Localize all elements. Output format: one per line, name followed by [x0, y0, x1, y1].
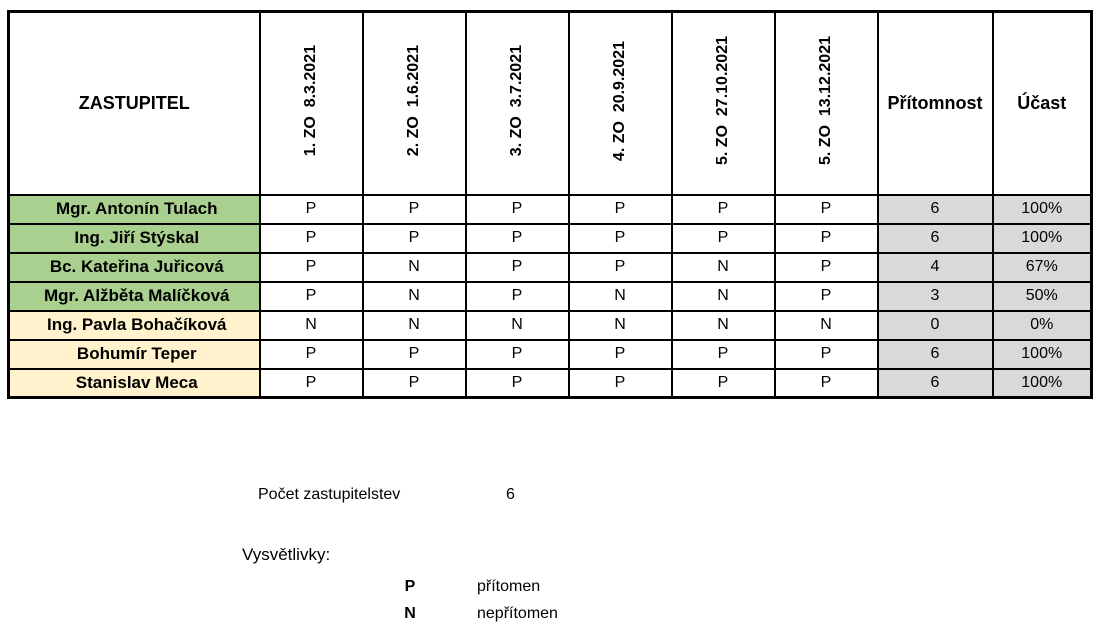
column-header-meeting-5: 5. ZO 27.10.2021 [670, 10, 776, 196]
presence-count: 6 [876, 193, 994, 225]
rotated-meeting-label: 5. ZO 13.12.2021 [817, 36, 835, 166]
table-row: Bohumír Teper P P P P P P 6 100% [7, 338, 1093, 370]
attendance-mark: P [567, 222, 673, 254]
table-row: Mgr. Antonín Tulach P P P P P P 6 100% [7, 193, 1093, 225]
attendance-mark: P [464, 367, 570, 399]
table-row: Mgr. Alžběta Malíčková P N P N N P 3 50% [7, 280, 1093, 312]
attendance-mark: P [670, 222, 776, 254]
attendance-mark: P [773, 338, 879, 370]
rotated-meeting-label: 1. ZO 8.3.2021 [302, 45, 320, 157]
attendance-mark: P [361, 338, 467, 370]
attendance-mark: P [464, 280, 570, 312]
attendance-mark: P [464, 222, 570, 254]
column-header-ucast: Účast [991, 10, 1093, 196]
attendance-mark: P [773, 251, 879, 283]
attendance-mark: P [361, 222, 467, 254]
attendance-mark: P [670, 367, 776, 399]
attendance-percent: 100% [991, 193, 1093, 225]
legend-label-absent: nepřítomen [477, 605, 558, 622]
attendance-mark: N [258, 309, 364, 341]
attendance-mark: P [258, 367, 364, 399]
attendance-mark: N [567, 280, 673, 312]
attendance-mark: P [567, 338, 673, 370]
presence-count: 6 [876, 222, 994, 254]
attendance-mark: P [670, 338, 776, 370]
attendance-mark: N [361, 309, 467, 341]
attendance-mark: P [361, 193, 467, 225]
attendance-mark: N [361, 280, 467, 312]
presence-count: 3 [876, 280, 994, 312]
member-name: Stanislav Meca [7, 367, 261, 399]
member-name: Bohumír Teper [7, 338, 261, 370]
attendance-mark: P [361, 367, 467, 399]
attendance-mark: P [773, 193, 879, 225]
column-header-meeting-3: 3. ZO 3.7.2021 [464, 10, 570, 196]
attendance-mark: N [773, 309, 879, 341]
presence-count: 4 [876, 251, 994, 283]
attendance-percent: 0% [991, 309, 1093, 341]
attendance-mark: P [258, 338, 364, 370]
column-header-meeting-6: 5. ZO 13.12.2021 [773, 10, 879, 196]
table-row: Stanislav Meca P P P P P P 6 100% [7, 367, 1093, 399]
rotated-meeting-label: 2. ZO 1.6.2021 [405, 45, 423, 157]
table-row: Ing. Pavla Bohačíková N N N N N N 0 0% [7, 309, 1093, 341]
legend-label-present: přítomen [477, 578, 541, 595]
presence-count: 6 [876, 367, 994, 399]
column-header-zastupitel: ZASTUPITEL [7, 10, 261, 196]
column-header-meeting-2: 2. ZO 1.6.2021 [361, 10, 467, 196]
attendance-percent: 50% [991, 280, 1093, 312]
attendance-percent: 100% [991, 222, 1093, 254]
attendance-percent: 100% [991, 338, 1093, 370]
attendance-mark: N [464, 309, 570, 341]
attendance-mark: P [258, 193, 364, 225]
attendance-mark: P [258, 251, 364, 283]
member-name: Bc. Kateřina Juřicová [7, 251, 261, 283]
attendance-mark: P [773, 280, 879, 312]
rotated-meeting-label: 5. ZO 27.10.2021 [714, 36, 732, 166]
attendance-mark: P [567, 251, 673, 283]
presence-count: 6 [876, 338, 994, 370]
member-name: Mgr. Alžběta Malíčková [7, 280, 261, 312]
column-header-meeting-4: 4. ZO 20.9.2021 [567, 10, 673, 196]
legend-key-present: P [404, 578, 416, 595]
legend-title: Vysvětlivky: [242, 545, 331, 564]
attendance-mark: N [567, 309, 673, 341]
rotated-meeting-label: 3. ZO 3.7.2021 [508, 45, 526, 157]
member-name: Ing. Pavla Bohačíková [7, 309, 261, 341]
member-name: Mgr. Antonín Tulach [7, 193, 261, 225]
legend-key-absent: N [404, 605, 416, 622]
attendance-mark: P [773, 222, 879, 254]
attendance-mark: P [464, 251, 570, 283]
attendance-mark: P [464, 193, 570, 225]
table-row: Bc. Kateřina Juřicová P N P P N P 4 67% [7, 251, 1093, 283]
presence-count: 0 [876, 309, 994, 341]
table-header-row: ZASTUPITEL 1. ZO 8.3.2021 2. ZO 1.6.2021… [7, 10, 1093, 196]
attendance-percent: 67% [991, 251, 1093, 283]
meeting-count-value: 6 [506, 486, 515, 503]
attendance-mark: P [670, 193, 776, 225]
attendance-mark: P [258, 280, 364, 312]
attendance-mark: N [361, 251, 467, 283]
rotated-meeting-label: 4. ZO 20.9.2021 [611, 40, 629, 161]
table-row: Ing. Jiří Stýskal P P P P P P 6 100% [7, 222, 1093, 254]
meeting-count-label: Počet zastupitelstev [258, 486, 401, 503]
attendance-mark: P [773, 367, 879, 399]
attendance-table: ZASTUPITEL 1. ZO 8.3.2021 2. ZO 1.6.2021… [7, 10, 1093, 399]
attendance-mark: P [567, 193, 673, 225]
column-header-meeting-1: 1. ZO 8.3.2021 [258, 10, 364, 196]
attendance-mark: P [464, 338, 570, 370]
attendance-mark: N [670, 280, 776, 312]
attendance-mark: P [258, 222, 364, 254]
member-name: Ing. Jiří Stýskal [7, 222, 261, 254]
attendance-percent: 100% [991, 367, 1093, 399]
attendance-mark: N [670, 309, 776, 341]
attendance-mark: P [567, 367, 673, 399]
attendance-mark: N [670, 251, 776, 283]
column-header-pritomnost: Přítomnost [876, 10, 994, 196]
